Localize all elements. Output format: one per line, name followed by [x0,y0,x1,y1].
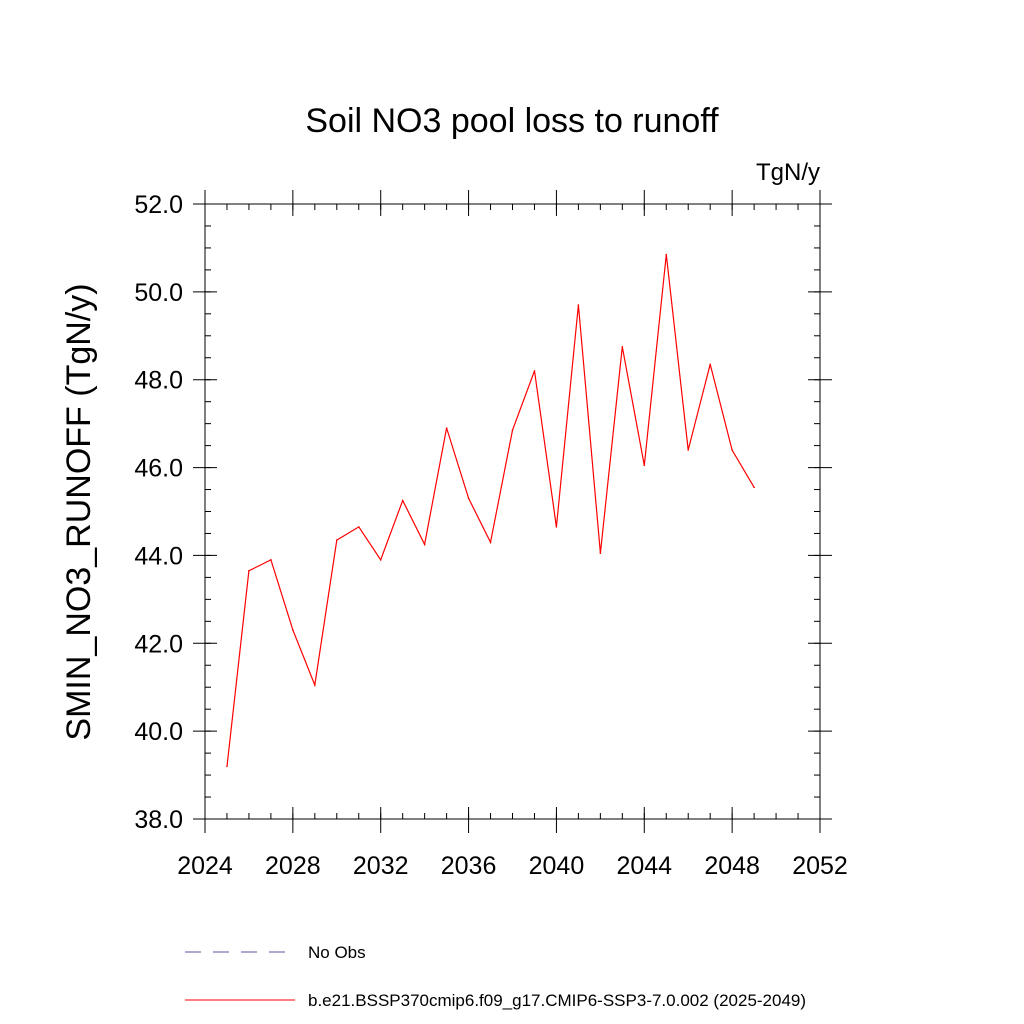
data-point [643,464,646,467]
x-tick-label: 2024 [177,852,233,880]
data-point [577,304,580,306]
series-group [226,253,755,768]
data-point [599,552,602,555]
data-point [621,345,624,348]
y-tick-label: 44.0 [134,542,183,570]
major-ticks [193,190,832,833]
data-point [401,499,404,502]
x-tick-label: 2032 [353,852,409,880]
plot-frame [204,203,821,820]
x-tick-labels: 2024 2028 2032 2036 2040 2044 2048 2052 [177,852,848,880]
y-tick-label: 52.0 [134,191,183,219]
y-tick-labels: 38.0 40.0 42.0 44.0 46.0 48.0 50.0 52.0 [134,191,183,834]
x-tick-label: 2052 [792,852,848,880]
x-tick-label: 2044 [616,852,672,880]
data-point [226,765,228,768]
data-point [423,543,426,546]
data-point [753,486,755,489]
y-axis-label: SMIN_NO3_RUNOFF (TgN/y) [60,283,98,740]
data-point [357,526,360,528]
x-tick-label: 2048 [704,852,760,880]
data-point [489,541,492,544]
x-tick-label: 2040 [529,852,585,880]
units-label: TgN/y [756,159,820,186]
y-tick-label: 48.0 [134,367,183,395]
chart-title: Soil NO3 pool loss to runoff [305,102,719,140]
data-point [292,629,294,631]
data-point [335,539,338,541]
data-point [379,559,382,561]
data-point [445,427,448,429]
data-point [248,570,250,572]
data-point [555,526,558,528]
data-point [731,449,733,451]
data-point [533,370,536,372]
y-tick-label: 38.0 [134,806,183,834]
y-tick-label: 50.0 [134,279,183,307]
y-tick-label: 42.0 [134,630,183,658]
y-tick-label: 46.0 [134,455,183,483]
legend: No Obs b.e21.BSSP370cmip6.f09_g17.CMIP6-S… [185,943,806,1010]
legend-label: No Obs [308,943,366,962]
data-point [709,363,711,366]
data-point [270,559,272,561]
x-tick-label: 2028 [265,852,321,880]
x-tick-label: 2036 [441,852,497,880]
data-point [511,429,514,432]
y-tick-label: 40.0 [134,718,183,746]
series-line [226,254,755,767]
data-point [665,253,668,256]
minor-ticks [204,203,821,820]
data-point [687,449,690,451]
data-point [467,497,470,500]
data-point [314,684,316,686]
legend-label: b.e21.BSSP370cmip6.f09_g17.CMIP6-SSP3-7.… [308,991,806,1010]
